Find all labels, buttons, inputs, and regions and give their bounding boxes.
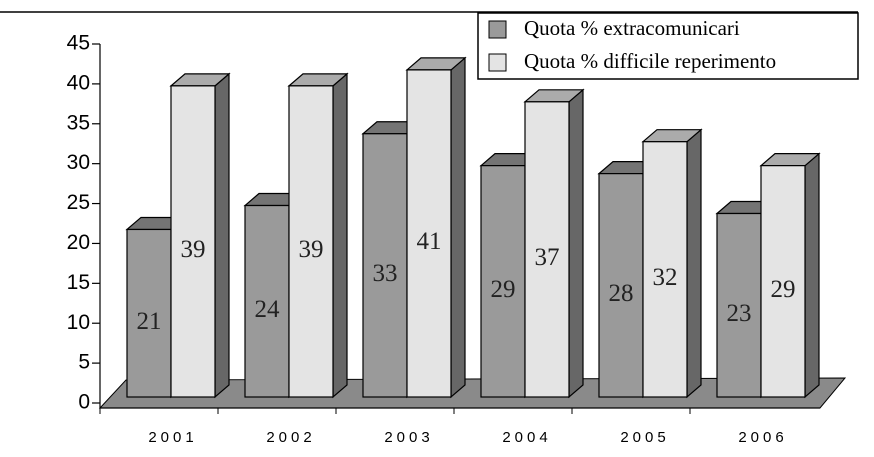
value-label: 37 <box>535 244 560 271</box>
legend-label: Quota % difficile reperimento <box>524 49 776 73</box>
x-tick-label: 2004 <box>502 429 551 446</box>
y-tick-label: 45 <box>67 32 90 55</box>
bar <box>524 101 570 398</box>
y-tick-label: 10 <box>67 311 90 334</box>
legend <box>477 12 859 80</box>
legend-swatch <box>488 53 507 72</box>
bar <box>480 165 526 398</box>
bar-side <box>804 152 820 399</box>
value-label: 28 <box>609 280 634 307</box>
value-label: 29 <box>491 276 516 303</box>
bar-side <box>568 88 584 399</box>
value-label: 24 <box>255 296 281 323</box>
bar <box>406 69 452 398</box>
x-tick-label: 2003 <box>384 429 433 446</box>
y-tick-label: 20 <box>67 231 90 254</box>
value-label: 32 <box>653 264 678 291</box>
value-label: 39 <box>181 236 206 263</box>
bar <box>288 85 334 398</box>
legend-label: Quota % extracomunicari <box>524 16 740 40</box>
x-tick-label: 2002 <box>266 429 315 446</box>
y-tick-label: 30 <box>67 151 90 174</box>
bar <box>716 212 762 398</box>
y-tick-label: 35 <box>67 111 90 134</box>
value-label: 41 <box>417 228 442 255</box>
bar <box>170 85 216 398</box>
value-label: 29 <box>771 276 796 303</box>
x-tick-label: 2006 <box>738 429 787 446</box>
y-tick-label: 5 <box>78 351 90 374</box>
bar <box>760 165 806 398</box>
value-label: 23 <box>727 300 752 327</box>
bar <box>126 228 172 398</box>
y-tick-label: 15 <box>67 271 90 294</box>
value-label: 21 <box>137 308 162 335</box>
bar-side <box>332 72 348 399</box>
value-label: 39 <box>299 236 324 263</box>
bar-side <box>450 56 466 399</box>
x-tick-label: 2005 <box>620 429 669 446</box>
bar <box>362 133 408 398</box>
y-tick-label: 40 <box>67 71 90 94</box>
bar-side <box>686 128 702 399</box>
y-tick-label: 25 <box>67 191 90 214</box>
legend-swatch <box>488 20 507 39</box>
y-tick-label: 0 <box>78 391 90 414</box>
x-tick-label: 2001 <box>148 429 197 446</box>
bar-side <box>214 72 230 399</box>
value-label: 33 <box>373 260 398 287</box>
bar <box>642 141 688 398</box>
